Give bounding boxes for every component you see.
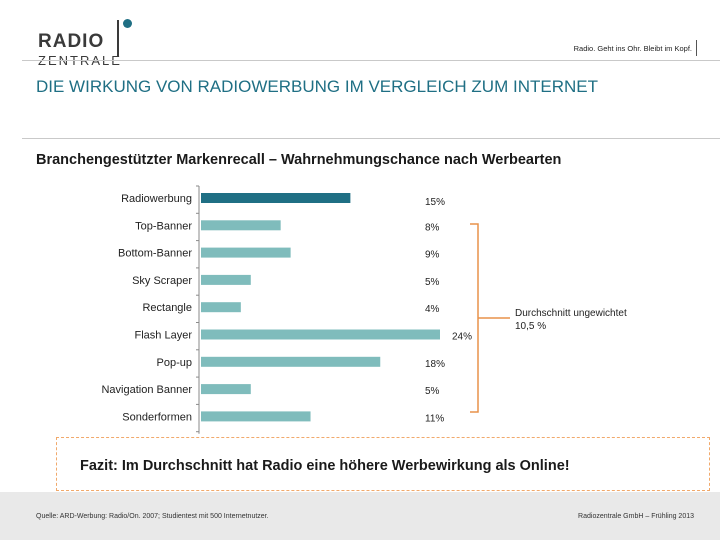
- average-annotation: Durchschnitt ungewichtet 10,5 %: [515, 308, 627, 332]
- category-label: Flash Layer: [135, 330, 193, 342]
- bar: [201, 384, 251, 395]
- footer-bar: [0, 492, 720, 540]
- value-label: 5%: [425, 386, 440, 397]
- conclusion-text: Fazit: Im Durchschnitt hat Radio eine hö…: [80, 458, 570, 474]
- category-label: Top-Banner: [135, 220, 192, 232]
- bar: [201, 302, 241, 313]
- category-label: Rectangle: [142, 302, 192, 314]
- value-label: 15%: [425, 197, 445, 208]
- bar: [201, 220, 281, 231]
- value-label: 11%: [425, 413, 444, 424]
- bar: [201, 274, 251, 285]
- logo-line-1: RADIO: [38, 31, 105, 52]
- page-title: DIE WIRKUNG VON RADIOWERBUNG IM VERGLEIC…: [36, 77, 598, 96]
- tagline: Radio. Geht ins Ohr. Bleibt im Kopf.: [573, 44, 692, 53]
- bar: [201, 247, 291, 258]
- bar: [201, 411, 311, 422]
- chart-title: Branchengestützter Markenrecall – Wahrne…: [36, 152, 562, 168]
- header-divider: [22, 60, 720, 61]
- bar: [201, 193, 351, 203]
- value-label: 8%: [425, 222, 440, 233]
- value-label: 18%: [425, 359, 445, 370]
- value-label: 24%: [452, 332, 472, 343]
- conclusion-box: [56, 437, 710, 491]
- value-label: 5%: [425, 277, 440, 288]
- value-label: 4%: [425, 304, 440, 315]
- footer-source: Quelle: ARD-Werbung: Radio/On. 2007; Stu…: [36, 513, 269, 520]
- title-divider: [22, 138, 720, 139]
- tagline-divider: [696, 40, 697, 56]
- logo-bar-icon: [117, 20, 119, 57]
- category-label: Navigation Banner: [101, 384, 192, 396]
- value-label: 9%: [425, 250, 440, 261]
- bar: [201, 356, 381, 367]
- average-bracket: [470, 223, 510, 413]
- category-label: Bottom-Banner: [118, 248, 192, 260]
- footer-credit: Radiozentrale GmbH – Frühling 2013: [578, 513, 694, 520]
- category-label: Pop-up: [157, 357, 192, 369]
- bar: [201, 329, 440, 340]
- category-label: Sky Scraper: [132, 275, 192, 287]
- category-label: Radiowerbung: [121, 193, 192, 205]
- logo-dot-icon: [123, 19, 132, 28]
- category-label: Sonderformen: [122, 411, 192, 423]
